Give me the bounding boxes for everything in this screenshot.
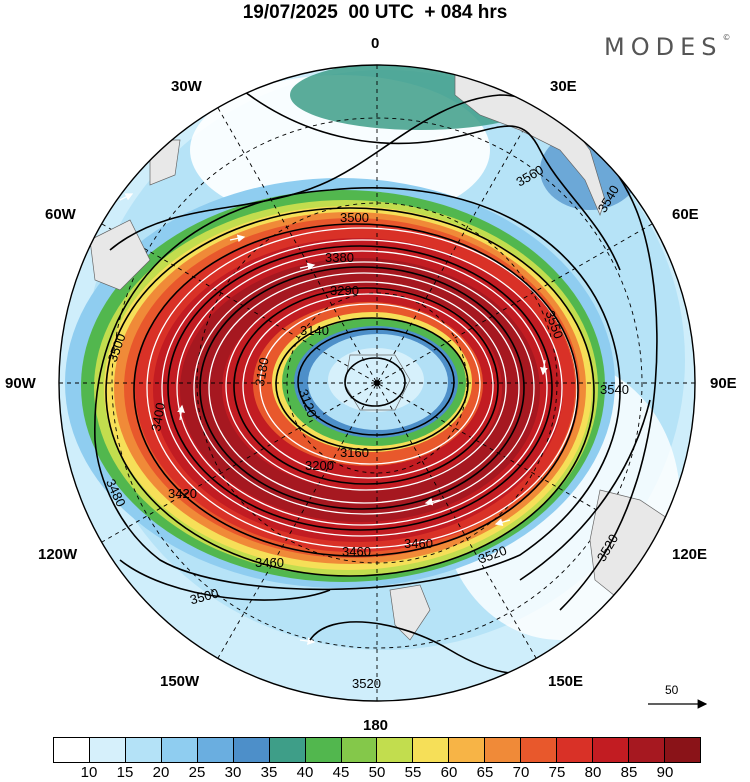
lon-label-90w: 90W bbox=[5, 375, 36, 392]
colorbar-swatch bbox=[54, 738, 90, 762]
colorbar-tick-label: 15 bbox=[116, 764, 134, 781]
colorbar-tick-label: 30 bbox=[224, 764, 242, 781]
colorbar-tick-label: 25 bbox=[188, 764, 206, 781]
map-title: 19/07/2025 00 UTC + 084 hrs bbox=[0, 2, 750, 24]
colorbar bbox=[53, 737, 701, 763]
svg-text:3160: 3160 bbox=[340, 445, 369, 460]
lon-label-0: 0 bbox=[371, 35, 380, 52]
colorbar-swatch bbox=[269, 738, 306, 762]
lon-label-30e: 30E bbox=[550, 78, 577, 95]
svg-text:3460: 3460 bbox=[404, 536, 433, 551]
svg-text:3460: 3460 bbox=[255, 555, 284, 570]
svg-text:3180: 3180 bbox=[252, 356, 272, 387]
lon-label-60w: 60W bbox=[45, 206, 76, 223]
lon-label-150e: 150E bbox=[548, 673, 584, 690]
colorbar-tick-label: 45 bbox=[332, 764, 350, 781]
colorbar-swatch bbox=[89, 738, 126, 762]
svg-text:3200: 3200 bbox=[305, 458, 334, 473]
colorbar-tick-label: 40 bbox=[296, 764, 314, 781]
colorbar-tick-label: 75 bbox=[548, 764, 566, 781]
lon-label-90e: 90E bbox=[710, 375, 737, 392]
polar-map: 3560 3540 3500 3380 3290 3550 3140 3180 … bbox=[58, 64, 708, 709]
colorbar-swatch bbox=[485, 738, 522, 762]
colorbar-swatch bbox=[305, 738, 342, 762]
svg-text:3290: 3290 bbox=[330, 283, 359, 298]
colorbar-tick-label: 90 bbox=[656, 764, 674, 781]
svg-text:3520: 3520 bbox=[352, 676, 381, 691]
colorbar-swatch bbox=[593, 738, 629, 762]
colorbar-swatch bbox=[521, 738, 558, 762]
colorbar-swatch bbox=[161, 738, 198, 762]
colorbar-tick-label: 35 bbox=[260, 764, 278, 781]
pole-marker bbox=[374, 380, 380, 386]
map-border bbox=[58, 64, 696, 702]
colorbar-tick-label: 10 bbox=[80, 764, 98, 781]
lon-label-180: 180 bbox=[363, 717, 389, 734]
svg-text:3500: 3500 bbox=[188, 585, 220, 607]
colorbar-swatch bbox=[557, 738, 594, 762]
svg-text:3500: 3500 bbox=[340, 210, 369, 225]
colorbar-swatch bbox=[664, 738, 700, 762]
colorbar-tick-label: 60 bbox=[440, 764, 458, 781]
svg-text:3540: 3540 bbox=[600, 382, 629, 397]
svg-text:3460: 3460 bbox=[342, 544, 371, 559]
height-contours bbox=[94, 79, 658, 675]
colorbar-tick-label: 85 bbox=[620, 764, 638, 781]
colorbar-swatch bbox=[377, 738, 414, 762]
svg-text:3380: 3380 bbox=[325, 250, 354, 265]
colorbar-tick-label: 50 bbox=[368, 764, 386, 781]
lon-label-120w: 120W bbox=[38, 546, 78, 563]
lon-label-30w: 30W bbox=[171, 78, 202, 95]
colorbar-swatch bbox=[197, 738, 234, 762]
colorbar-swatch bbox=[341, 738, 378, 762]
colorbar-swatch bbox=[629, 738, 665, 762]
title-lead: + 084 hrs bbox=[424, 2, 508, 23]
colorbar-tick-label: 70 bbox=[512, 764, 530, 781]
colorbar-tick-label: 80 bbox=[584, 764, 602, 781]
colorbar-swatch bbox=[233, 738, 270, 762]
title-date: 19/07/2025 bbox=[242, 2, 338, 23]
colorbar-swatch bbox=[413, 738, 450, 762]
svg-text:3400: 3400 bbox=[148, 401, 168, 432]
colorbar-tick-label: 65 bbox=[476, 764, 494, 781]
lon-label-120e: 120E bbox=[672, 546, 708, 563]
colorbar-swatch bbox=[449, 738, 486, 762]
colorbar-tick-label: 55 bbox=[404, 764, 422, 781]
lon-label-150w: 150W bbox=[160, 673, 200, 690]
svg-text:3420: 3420 bbox=[168, 486, 197, 501]
title-cycle: 00 UTC bbox=[348, 2, 414, 23]
lon-label-60e: 60E bbox=[672, 206, 699, 223]
brand-logo: MODES© bbox=[604, 33, 731, 61]
colorbar-tick-label: 20 bbox=[152, 764, 170, 781]
colorbar-swatch bbox=[125, 738, 162, 762]
wind-vectors bbox=[119, 135, 621, 645]
reference-vector-label: 50 bbox=[665, 683, 679, 697]
svg-text:3140: 3140 bbox=[300, 323, 329, 338]
